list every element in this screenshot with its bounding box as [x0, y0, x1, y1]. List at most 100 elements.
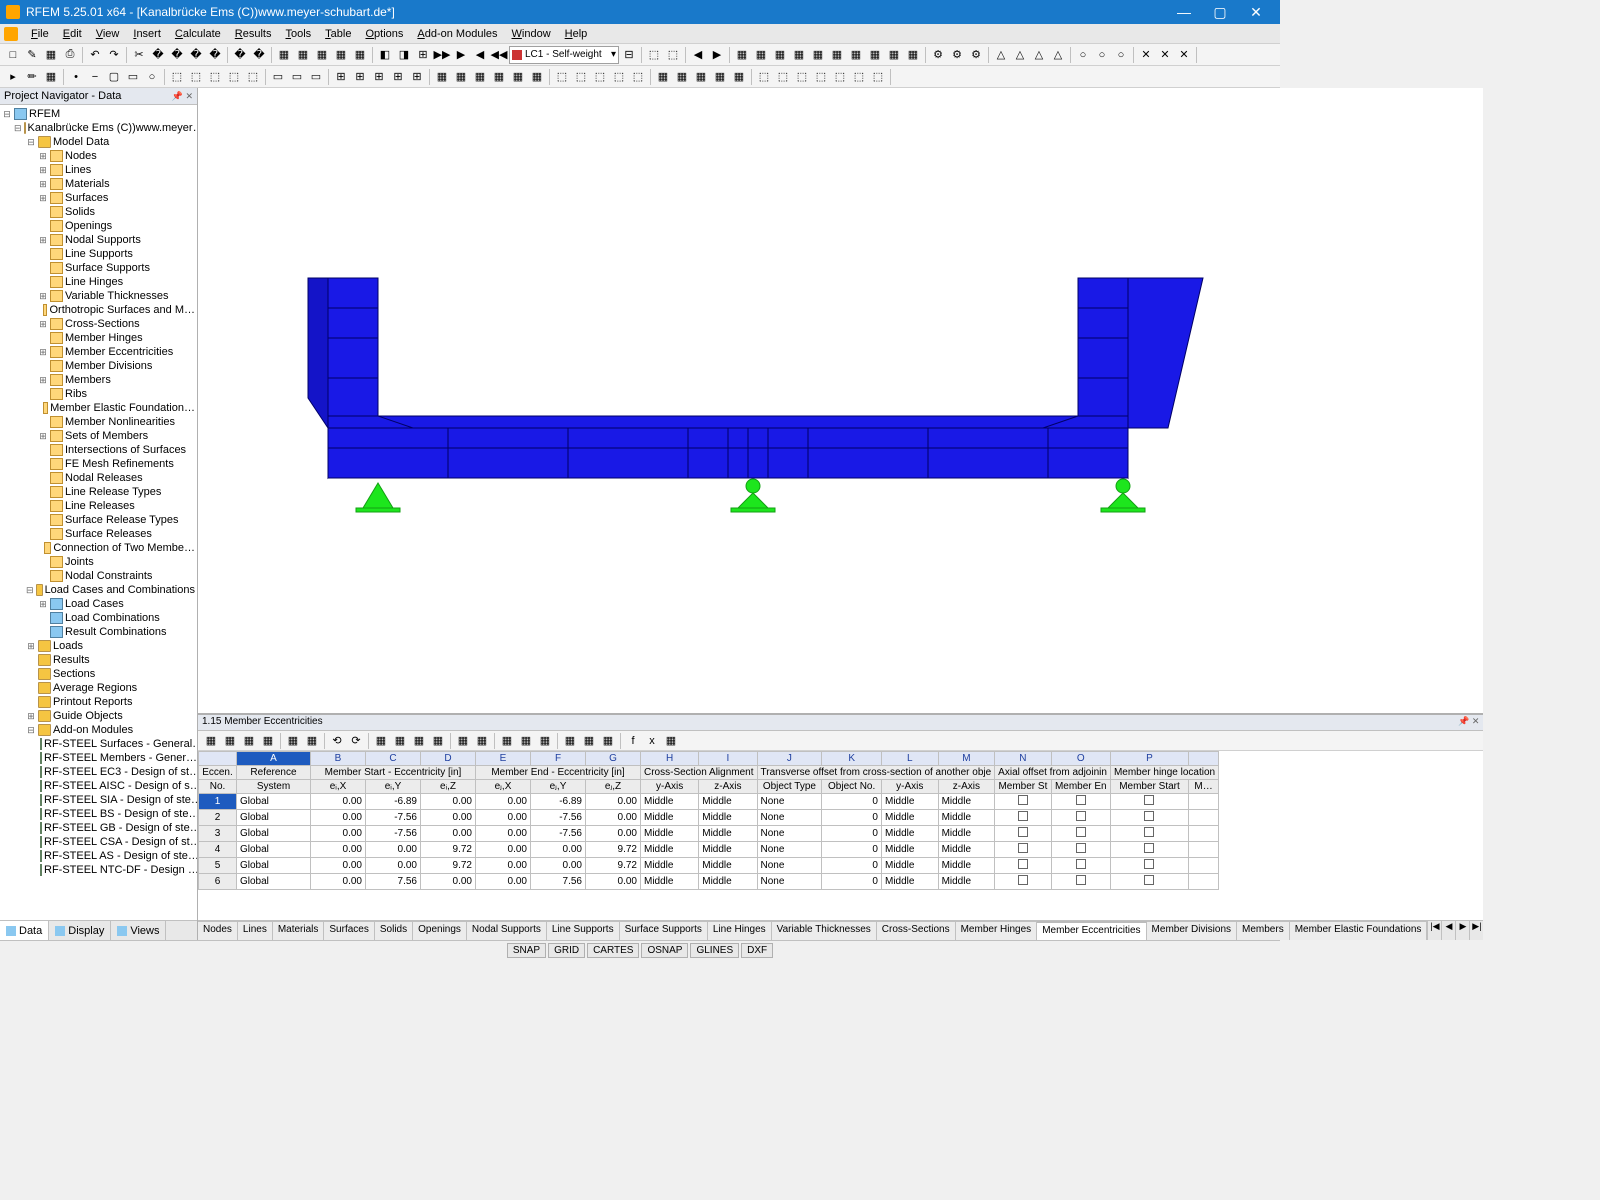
- tree-item[interactable]: ⊞Lines: [0, 163, 197, 177]
- toolbar-button[interactable]: �: [187, 46, 205, 64]
- tree-item[interactable]: Line Supports: [0, 247, 197, 261]
- toolbar-button[interactable]: ▦: [730, 68, 748, 86]
- toolbar-button[interactable]: ○: [1074, 46, 1092, 64]
- maximize-button[interactable]: ▢: [1202, 0, 1238, 24]
- toolbar-button[interactable]: ▦: [809, 46, 827, 64]
- toolbar-button[interactable]: ✂: [130, 46, 148, 64]
- toolbar-button[interactable]: ▦: [433, 68, 451, 86]
- tree-group[interactable]: ⊟Load Cases and Combinations: [0, 583, 197, 597]
- bottom-tab[interactable]: Surfaces: [324, 921, 374, 940]
- toolbar-button[interactable]: ⬚: [645, 46, 663, 64]
- toolbar-button[interactable]: ▦: [275, 46, 293, 64]
- tree-item[interactable]: ⊞Nodes: [0, 149, 197, 163]
- bottom-tab[interactable]: Nodal Supports: [467, 921, 547, 940]
- nav-pin-icon[interactable]: 📌: [172, 91, 183, 101]
- toolbar-button[interactable]: ✏: [23, 68, 41, 86]
- toolbar-button[interactable]: ◧: [376, 46, 394, 64]
- tree-item[interactable]: Surface Supports: [0, 261, 197, 275]
- toolbar-button[interactable]: △: [1049, 46, 1067, 64]
- bottom-tab[interactable]: Variable Thicknesses: [772, 921, 877, 940]
- toolbar-button[interactable]: ▦: [654, 68, 672, 86]
- toolbar-button[interactable]: ⬚: [187, 68, 205, 86]
- bottom-tab[interactable]: Member Elastic Foundations: [1290, 921, 1428, 940]
- toolbar-button[interactable]: ○: [1112, 46, 1130, 64]
- status-grid[interactable]: GRID: [548, 943, 585, 958]
- tree-item[interactable]: Intersections of Surfaces: [0, 443, 197, 457]
- toolbar-button[interactable]: ↶: [86, 46, 104, 64]
- tree-item[interactable]: Line Hinges: [0, 275, 197, 289]
- toolbar-button[interactable]: ⬚: [206, 68, 224, 86]
- toolbar-button[interactable]: ▦: [471, 68, 489, 86]
- toolbar-button[interactable]: ⬚: [244, 68, 262, 86]
- toolbar-button[interactable]: ⊟: [620, 46, 638, 64]
- bottom-tab[interactable]: Lines: [238, 921, 273, 940]
- bottom-tab[interactable]: Surface Supports: [620, 921, 708, 940]
- toolbar-button[interactable]: ▦: [771, 46, 789, 64]
- nav-tab-views[interactable]: Views: [111, 921, 166, 940]
- tree-root[interactable]: ⊟RFEM: [0, 107, 197, 121]
- tree-group[interactable]: ⊞Guide Objects: [0, 709, 197, 723]
- menu-tools[interactable]: Tools: [278, 26, 318, 42]
- tree-group[interactable]: Average Regions: [0, 681, 197, 695]
- menu-add-on-modules[interactable]: Add-on Modules: [410, 26, 504, 42]
- tree-project[interactable]: ⊟Kanalbrücke Ems (C))www.meyer…: [0, 121, 197, 135]
- menu-table[interactable]: Table: [318, 26, 358, 42]
- tree-item[interactable]: ⊞Load Cases: [0, 597, 197, 611]
- toolbar-button[interactable]: ▦: [673, 68, 691, 86]
- toolbar-button[interactable]: ⬚: [755, 68, 773, 86]
- toolbar-button[interactable]: ▦: [351, 46, 369, 64]
- tree-group[interactable]: Results: [0, 653, 197, 667]
- toolbar-button[interactable]: ▦: [313, 46, 331, 64]
- nav-close-icon[interactable]: ✕: [185, 91, 193, 101]
- tree-item[interactable]: Orthotropic Surfaces and M…: [0, 303, 197, 317]
- menu-view[interactable]: View: [89, 26, 127, 42]
- toolbar-button[interactable]: ⊞: [351, 68, 369, 86]
- toolbar-button[interactable]: ⬚: [591, 68, 609, 86]
- toolbar-button[interactable]: ◨: [395, 46, 413, 64]
- toolbar-button[interactable]: ✕: [1156, 46, 1174, 64]
- tree-item[interactable]: Ribs: [0, 387, 197, 401]
- menu-edit[interactable]: Edit: [56, 26, 89, 42]
- status-dxf[interactable]: DXF: [741, 943, 773, 958]
- toolbar-button[interactable]: ⬚: [869, 68, 887, 86]
- tree-item[interactable]: RF-STEEL GB - Design of ste…: [0, 821, 197, 835]
- toolbar-button[interactable]: △: [1030, 46, 1048, 64]
- tree-item[interactable]: ⊞Materials: [0, 177, 197, 191]
- toolbar-button[interactable]: ▭: [288, 68, 306, 86]
- toolbar-button[interactable]: �: [168, 46, 186, 64]
- tree-item[interactable]: Surface Releases: [0, 527, 197, 541]
- tree-item[interactable]: RF-STEEL AISC - Design of s…: [0, 779, 197, 793]
- bottom-tab[interactable]: Member Hinges: [956, 921, 1038, 940]
- bottom-tab[interactable]: Nodes: [198, 921, 238, 940]
- toolbar-button[interactable]: �: [206, 46, 224, 64]
- model-viewport[interactable]: [198, 88, 1483, 715]
- menu-calculate[interactable]: Calculate: [168, 26, 228, 42]
- toolbar-button[interactable]: ⬚: [850, 68, 868, 86]
- toolbar-button[interactable]: �: [149, 46, 167, 64]
- menu-help[interactable]: Help: [558, 26, 595, 42]
- toolbar-button[interactable]: ▦: [711, 68, 729, 86]
- toolbar-button[interactable]: ⬚: [225, 68, 243, 86]
- toolbar-button[interactable]: ⬚: [664, 46, 682, 64]
- toolbar-button[interactable]: ⚙: [967, 46, 985, 64]
- toolbar-button[interactable]: ▦: [490, 68, 508, 86]
- bottom-tab[interactable]: Line Supports: [547, 921, 620, 940]
- nav-tab-display[interactable]: Display: [49, 921, 111, 940]
- bottom-tab[interactable]: Member Eccentricities: [1037, 921, 1146, 940]
- menu-window[interactable]: Window: [505, 26, 558, 42]
- toolbar-button[interactable]: ⬚: [168, 68, 186, 86]
- tree-item[interactable]: FE Mesh Refinements: [0, 457, 197, 471]
- toolbar-button[interactable]: ▦: [828, 46, 846, 64]
- toolbar-button[interactable]: ▶: [708, 46, 726, 64]
- tree-item[interactable]: Connection of Two Membe…: [0, 541, 197, 555]
- close-button[interactable]: ✕: [1238, 0, 1274, 24]
- tree-item[interactable]: ⊞Variable Thicknesses: [0, 289, 197, 303]
- toolbar-button[interactable]: ▦: [847, 46, 865, 64]
- eccentricities-table[interactable]: ABCDEFGHIJKLMNOPEccen.ReferenceMember St…: [198, 751, 1219, 890]
- bottom-tab[interactable]: Line Hinges: [708, 921, 772, 940]
- bottom-tab[interactable]: Cross-Sections: [877, 921, 956, 940]
- toolbar-button[interactable]: �: [231, 46, 249, 64]
- toolbar-button[interactable]: ⬚: [793, 68, 811, 86]
- tree-item[interactable]: RF-STEEL Members - Gener…: [0, 751, 197, 765]
- toolbar-button[interactable]: ▦: [790, 46, 808, 64]
